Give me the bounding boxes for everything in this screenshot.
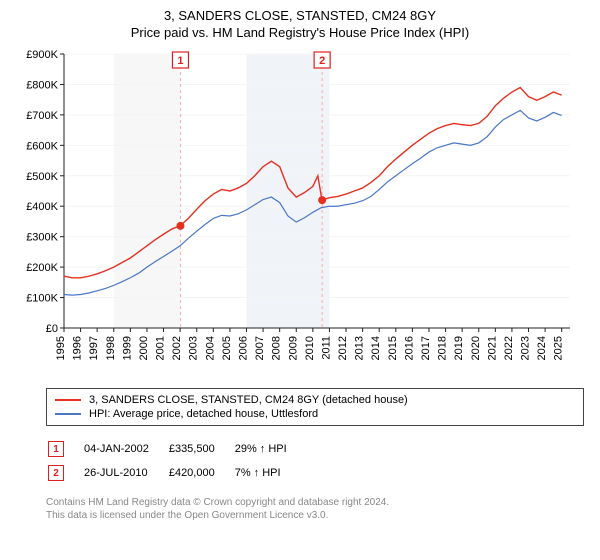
- svg-text:1996: 1996: [72, 336, 84, 360]
- table-row: 1 04-JAN-2002 £335,500 29% ↑ HPI: [48, 438, 305, 460]
- svg-text:£900K: £900K: [26, 49, 58, 61]
- legend-item: HPI: Average price, detached house, Uttl…: [55, 407, 575, 421]
- table-row: 2 26-JUL-2010 £420,000 7% ↑ HPI: [48, 462, 305, 484]
- svg-text:2002: 2002: [171, 336, 183, 360]
- svg-text:£300K: £300K: [26, 232, 58, 244]
- svg-text:2020: 2020: [470, 336, 482, 360]
- svg-text:2007: 2007: [254, 336, 266, 360]
- svg-text:2004: 2004: [204, 336, 216, 360]
- footer-line: Contains HM Land Registry data © Crown c…: [46, 496, 584, 509]
- sale-delta: 7% ↑ HPI: [235, 462, 305, 484]
- svg-text:£100K: £100K: [26, 293, 58, 305]
- sales-table: 1 04-JAN-2002 £335,500 29% ↑ HPI 2 26-JU…: [46, 436, 307, 486]
- svg-text:2016: 2016: [403, 336, 415, 360]
- svg-text:2003: 2003: [188, 336, 200, 360]
- svg-text:2015: 2015: [387, 336, 399, 360]
- svg-text:1997: 1997: [88, 336, 100, 360]
- sale-marker-icon: 1: [48, 441, 64, 457]
- sale-price: £420,000: [169, 462, 233, 484]
- svg-text:2024: 2024: [536, 336, 548, 360]
- legend-swatch: [55, 399, 81, 401]
- footer-line: This data is licensed under the Open Gov…: [46, 509, 584, 522]
- svg-text:2010: 2010: [304, 336, 316, 360]
- sale-date: 26-JUL-2010: [84, 462, 167, 484]
- svg-text:2009: 2009: [287, 336, 299, 360]
- svg-text:2017: 2017: [420, 336, 432, 360]
- svg-text:£500K: £500K: [26, 171, 58, 183]
- svg-text:2: 2: [319, 55, 325, 67]
- svg-text:£800K: £800K: [26, 79, 58, 91]
- svg-text:£0: £0: [46, 323, 58, 335]
- legend: 3, SANDERS CLOSE, STANSTED, CM24 8GY (de…: [46, 388, 584, 426]
- svg-text:2022: 2022: [503, 336, 515, 360]
- svg-text:2008: 2008: [271, 336, 283, 360]
- svg-text:1: 1: [177, 55, 183, 67]
- svg-text:2011: 2011: [320, 336, 332, 360]
- svg-text:1995: 1995: [55, 336, 67, 360]
- sale-marker-icon: 2: [48, 465, 64, 481]
- svg-text:2014: 2014: [370, 336, 382, 360]
- svg-text:1998: 1998: [105, 336, 117, 360]
- footer-attribution: Contains HM Land Registry data © Crown c…: [46, 496, 584, 522]
- svg-text:2005: 2005: [221, 336, 233, 360]
- svg-text:2012: 2012: [337, 336, 349, 360]
- svg-text:2019: 2019: [453, 336, 465, 360]
- sale-price: £335,500: [169, 438, 233, 460]
- legend-label: HPI: Average price, detached house, Uttl…: [89, 408, 318, 420]
- svg-text:£700K: £700K: [26, 110, 58, 122]
- legend-item: 3, SANDERS CLOSE, STANSTED, CM24 8GY (de…: [55, 393, 575, 407]
- price-chart: £0 £100K £200K £300K £400K £500K £600K £700K £80…: [16, 48, 592, 378]
- svg-text:2021: 2021: [486, 336, 498, 360]
- title-subtitle: Price paid vs. HM Land Registry's House …: [8, 25, 592, 40]
- sale-date: 04-JAN-2002: [84, 438, 167, 460]
- legend-swatch: [55, 413, 81, 415]
- svg-text:2006: 2006: [237, 336, 249, 360]
- legend-label: 3, SANDERS CLOSE, STANSTED, CM24 8GY (de…: [89, 394, 408, 406]
- svg-text:2000: 2000: [138, 336, 150, 360]
- chart-titles: 3, SANDERS CLOSE, STANSTED, CM24 8GY Pri…: [8, 8, 592, 40]
- title-address: 3, SANDERS CLOSE, STANSTED, CM24 8GY: [8, 8, 592, 23]
- svg-text:1999: 1999: [121, 336, 133, 360]
- svg-text:2018: 2018: [437, 336, 449, 360]
- svg-text:£600K: £600K: [26, 140, 58, 152]
- svg-text:2023: 2023: [520, 336, 532, 360]
- svg-text:£400K: £400K: [26, 201, 58, 213]
- svg-text:£200K: £200K: [26, 262, 58, 274]
- sale-delta: 29% ↑ HPI: [235, 438, 305, 460]
- svg-text:2025: 2025: [553, 336, 565, 360]
- svg-text:2013: 2013: [354, 336, 366, 360]
- svg-text:2001: 2001: [155, 336, 167, 360]
